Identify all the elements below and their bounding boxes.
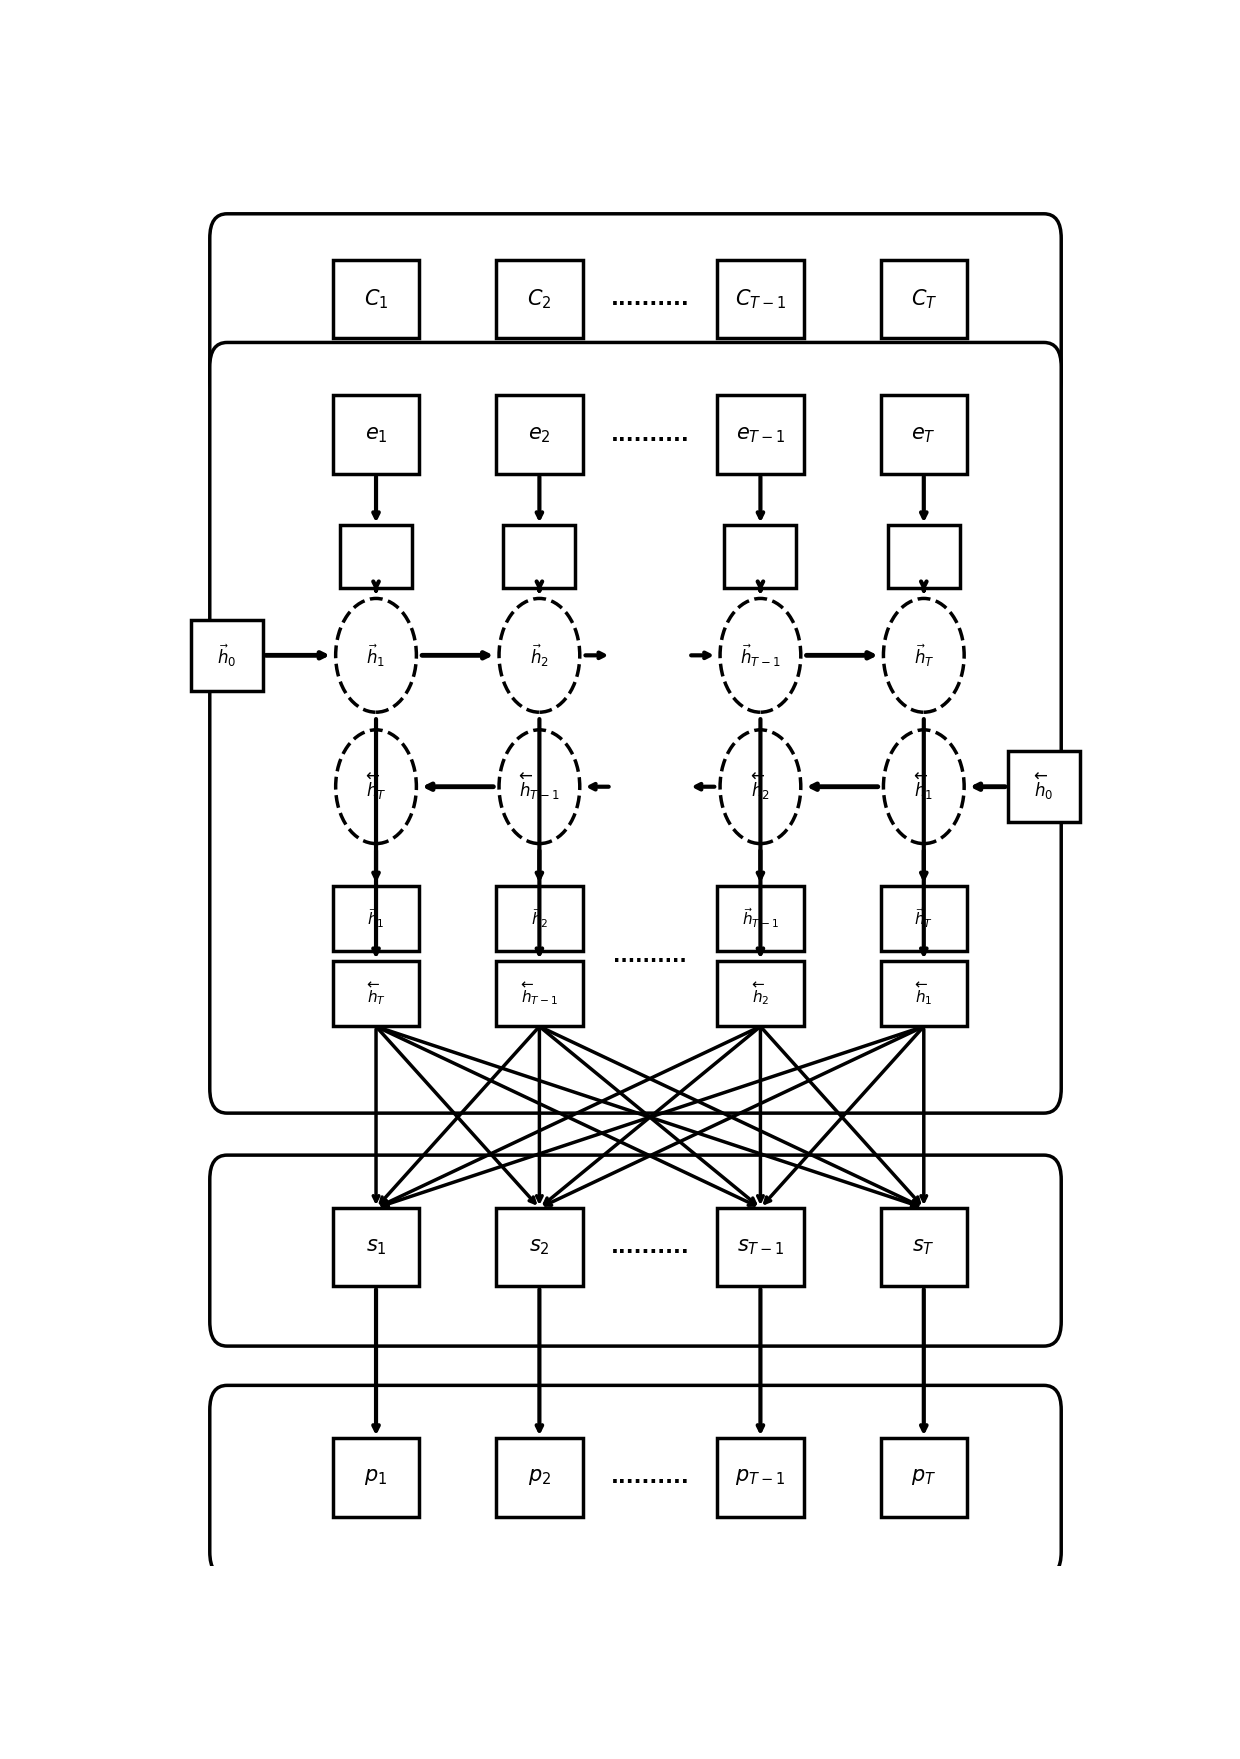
Text: $p_T$: $p_T$ bbox=[911, 1467, 936, 1488]
Text: $e_{T-1}$: $e_{T-1}$ bbox=[735, 424, 785, 445]
Text: $\vec{h}_1$: $\vec{h}_1$ bbox=[367, 642, 386, 668]
Text: $\overleftarrow{h}_{T-1}$: $\overleftarrow{h}_{T-1}$ bbox=[521, 980, 558, 1008]
Text: $\overleftarrow{h}_1$: $\overleftarrow{h}_1$ bbox=[914, 772, 934, 802]
Text: $\vec{h}_2$: $\vec{h}_2$ bbox=[529, 642, 549, 668]
Text: $C_2$: $C_2$ bbox=[527, 287, 552, 311]
Bar bbox=[496, 260, 583, 338]
Text: ..........: .......... bbox=[610, 1467, 689, 1488]
Text: $p_2$: $p_2$ bbox=[528, 1467, 551, 1488]
Bar bbox=[717, 1439, 804, 1516]
Text: $\overleftarrow{h}_T$: $\overleftarrow{h}_T$ bbox=[367, 980, 386, 1008]
Bar bbox=[717, 396, 804, 473]
Text: $C_{T-1}$: $C_{T-1}$ bbox=[735, 287, 786, 311]
Text: $\overleftarrow{h}_2$: $\overleftarrow{h}_2$ bbox=[751, 772, 770, 802]
Bar bbox=[717, 885, 804, 950]
Bar bbox=[332, 260, 419, 338]
Bar bbox=[332, 962, 419, 1027]
Text: $s_1$: $s_1$ bbox=[366, 1237, 387, 1258]
Bar bbox=[880, 396, 967, 473]
FancyBboxPatch shape bbox=[210, 1386, 1061, 1576]
Bar bbox=[496, 885, 583, 950]
Text: $s_{T-1}$: $s_{T-1}$ bbox=[737, 1237, 784, 1258]
Text: ..........: .......... bbox=[613, 946, 687, 966]
Bar bbox=[496, 1439, 583, 1516]
Text: $p_{T-1}$: $p_{T-1}$ bbox=[735, 1467, 785, 1488]
Circle shape bbox=[498, 730, 580, 844]
Text: ..........: .......... bbox=[610, 424, 689, 445]
Text: $e_1$: $e_1$ bbox=[365, 424, 387, 445]
Circle shape bbox=[336, 730, 417, 844]
Bar bbox=[332, 1439, 419, 1516]
Bar bbox=[717, 962, 804, 1027]
Text: $e_T$: $e_T$ bbox=[911, 424, 936, 445]
Bar bbox=[340, 526, 412, 588]
Bar bbox=[332, 1208, 419, 1286]
Text: ..........: .......... bbox=[610, 1237, 689, 1258]
Text: $s_2$: $s_2$ bbox=[529, 1237, 549, 1258]
Circle shape bbox=[720, 730, 801, 844]
Circle shape bbox=[883, 730, 965, 844]
Text: $\overleftarrow{h}_2$: $\overleftarrow{h}_2$ bbox=[751, 980, 769, 1008]
Text: $C_T$: $C_T$ bbox=[910, 287, 937, 311]
Text: ..........: .......... bbox=[610, 288, 689, 310]
Circle shape bbox=[498, 598, 580, 712]
FancyBboxPatch shape bbox=[210, 343, 1061, 1113]
Bar bbox=[496, 396, 583, 473]
Text: $\vec{h}_2$: $\vec{h}_2$ bbox=[531, 906, 548, 931]
Bar bbox=[880, 885, 967, 950]
Circle shape bbox=[720, 598, 801, 712]
Bar bbox=[880, 260, 967, 338]
Text: $\vec{h}_0$: $\vec{h}_0$ bbox=[217, 642, 237, 668]
Bar bbox=[888, 526, 960, 588]
Circle shape bbox=[336, 598, 417, 712]
Bar bbox=[191, 621, 263, 691]
Text: $C_1$: $C_1$ bbox=[363, 287, 388, 311]
Bar bbox=[880, 962, 967, 1027]
Text: $\vec{h}_T$: $\vec{h}_T$ bbox=[914, 906, 934, 931]
Bar bbox=[717, 1208, 804, 1286]
Text: $\overleftarrow{h}_{T-1}$: $\overleftarrow{h}_{T-1}$ bbox=[520, 772, 559, 802]
Bar bbox=[724, 526, 796, 588]
Bar bbox=[880, 1208, 967, 1286]
Text: $\vec{h}_T$: $\vec{h}_T$ bbox=[914, 642, 934, 668]
FancyBboxPatch shape bbox=[210, 215, 1061, 405]
Text: $\overleftarrow{h}_0$: $\overleftarrow{h}_0$ bbox=[1034, 772, 1054, 802]
Text: $\vec{h}_{T-1}$: $\vec{h}_{T-1}$ bbox=[740, 642, 781, 668]
Bar bbox=[717, 260, 804, 338]
Text: $p_1$: $p_1$ bbox=[365, 1467, 388, 1488]
Bar bbox=[496, 1208, 583, 1286]
Bar bbox=[332, 396, 419, 473]
Circle shape bbox=[883, 598, 965, 712]
Bar bbox=[496, 962, 583, 1027]
Text: $e_2$: $e_2$ bbox=[528, 424, 551, 445]
Text: $s_T$: $s_T$ bbox=[913, 1237, 935, 1258]
FancyBboxPatch shape bbox=[210, 1156, 1061, 1346]
Text: $\overleftarrow{h}_T$: $\overleftarrow{h}_T$ bbox=[366, 772, 387, 802]
Text: $\overleftarrow{h}_1$: $\overleftarrow{h}_1$ bbox=[915, 980, 932, 1008]
Text: $\vec{h}_1$: $\vec{h}_1$ bbox=[367, 906, 384, 931]
Text: $\vec{h}_{T-1}$: $\vec{h}_{T-1}$ bbox=[742, 906, 779, 931]
Bar bbox=[880, 1439, 967, 1516]
Bar bbox=[503, 526, 575, 588]
Bar bbox=[1008, 751, 1080, 821]
Bar bbox=[332, 885, 419, 950]
